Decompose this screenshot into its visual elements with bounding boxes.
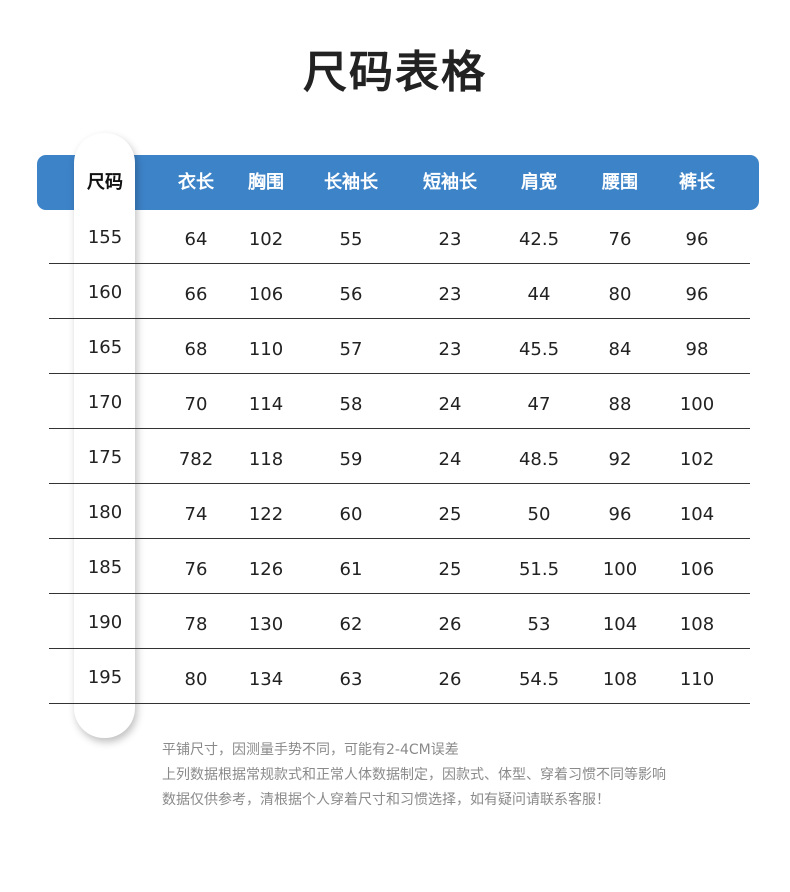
column-header: 衣长 bbox=[178, 172, 214, 193]
table-cell: 782 bbox=[178, 449, 214, 470]
table-cell: 88 bbox=[608, 394, 632, 415]
table-cell: 55 bbox=[339, 229, 363, 250]
row-divider bbox=[49, 703, 750, 704]
table-cell: 25 bbox=[438, 559, 462, 580]
table-cell: 26 bbox=[438, 669, 462, 690]
table-cell: 92 bbox=[608, 449, 632, 470]
note-line: 平铺尺寸，因测量手势不同，可能有2-4CM误差 bbox=[162, 742, 459, 758]
note-line: 上列数据根据常规款式和正常人体数据制定，因款式、体型、穿着习惯不同等影响 bbox=[162, 767, 666, 783]
table-cell: 74 bbox=[184, 504, 208, 525]
table-cell: 134 bbox=[248, 669, 284, 690]
table-cell: 106 bbox=[679, 559, 715, 580]
table-cell: 80 bbox=[184, 669, 208, 690]
size-cell: 170 bbox=[87, 392, 123, 413]
table-cell: 59 bbox=[339, 449, 363, 470]
table-cell: 63 bbox=[339, 669, 363, 690]
row-divider bbox=[49, 648, 750, 649]
row-divider bbox=[49, 318, 750, 319]
table-cell: 108 bbox=[679, 614, 715, 635]
note-line: 数据仅供参考，清根据个人穿着尺寸和习惯选择，如有疑问请联系客服！ bbox=[162, 792, 610, 808]
table-cell: 80 bbox=[608, 284, 632, 305]
table-cell: 98 bbox=[685, 339, 709, 360]
table-cell: 61 bbox=[339, 559, 363, 580]
table-cell: 76 bbox=[184, 559, 208, 580]
size-cell: 155 bbox=[87, 227, 123, 248]
table-cell: 60 bbox=[339, 504, 363, 525]
table-cell: 23 bbox=[438, 229, 462, 250]
table-cell: 51.5 bbox=[518, 559, 560, 580]
table-cell: 24 bbox=[438, 394, 462, 415]
table-cell: 47 bbox=[527, 394, 551, 415]
table-cell: 57 bbox=[339, 339, 363, 360]
table-cell: 66 bbox=[184, 284, 208, 305]
column-header: 裤长 bbox=[679, 172, 715, 193]
table-cell: 110 bbox=[248, 339, 284, 360]
table-cell: 50 bbox=[527, 504, 551, 525]
table-cell: 78 bbox=[184, 614, 208, 635]
table-cell: 130 bbox=[248, 614, 284, 635]
table-cell: 104 bbox=[602, 614, 638, 635]
table-cell: 96 bbox=[608, 504, 632, 525]
page-title: 尺码表格 bbox=[303, 47, 487, 98]
table-cell: 58 bbox=[339, 394, 363, 415]
table-cell: 118 bbox=[248, 449, 284, 470]
table-cell: 104 bbox=[679, 504, 715, 525]
size-cell: 175 bbox=[87, 447, 123, 468]
size-cell: 195 bbox=[87, 667, 123, 688]
column-header: 尺码 bbox=[87, 172, 123, 193]
table-cell: 106 bbox=[248, 284, 284, 305]
row-divider bbox=[49, 538, 750, 539]
table-cell: 53 bbox=[527, 614, 551, 635]
table-cell: 108 bbox=[602, 669, 638, 690]
row-divider bbox=[49, 373, 750, 374]
size-cell: 165 bbox=[87, 337, 123, 358]
column-header: 肩宽 bbox=[521, 172, 557, 193]
table-cell: 96 bbox=[685, 229, 709, 250]
table-cell: 102 bbox=[679, 449, 715, 470]
table-cell: 100 bbox=[679, 394, 715, 415]
table-cell: 110 bbox=[679, 669, 715, 690]
row-divider bbox=[49, 428, 750, 429]
table-cell: 76 bbox=[608, 229, 632, 250]
row-divider bbox=[49, 593, 750, 594]
table-cell: 126 bbox=[248, 559, 284, 580]
table-cell: 23 bbox=[438, 339, 462, 360]
table-cell: 100 bbox=[602, 559, 638, 580]
table-cell: 54.5 bbox=[518, 669, 560, 690]
table-cell: 56 bbox=[339, 284, 363, 305]
size-cell: 160 bbox=[87, 282, 123, 303]
column-header: 腰围 bbox=[602, 172, 638, 193]
size-cell: 185 bbox=[87, 557, 123, 578]
table-cell: 62 bbox=[339, 614, 363, 635]
table-cell: 102 bbox=[248, 229, 284, 250]
table-cell: 64 bbox=[184, 229, 208, 250]
column-header: 短袖长 bbox=[423, 172, 477, 193]
table-cell: 44 bbox=[527, 284, 551, 305]
size-column-highlight bbox=[74, 133, 135, 738]
table-cell: 84 bbox=[608, 339, 632, 360]
table-cell: 96 bbox=[685, 284, 709, 305]
row-divider bbox=[49, 483, 750, 484]
column-header: 长袖长 bbox=[324, 172, 378, 193]
table-cell: 25 bbox=[438, 504, 462, 525]
table-cell: 24 bbox=[438, 449, 462, 470]
size-cell: 190 bbox=[87, 612, 123, 633]
table-header-bar bbox=[37, 155, 759, 210]
table-cell: 23 bbox=[438, 284, 462, 305]
table-cell: 48.5 bbox=[518, 449, 560, 470]
table-cell: 68 bbox=[184, 339, 208, 360]
table-cell: 122 bbox=[248, 504, 284, 525]
table-cell: 70 bbox=[184, 394, 208, 415]
table-cell: 26 bbox=[438, 614, 462, 635]
row-divider bbox=[49, 263, 750, 264]
table-cell: 45.5 bbox=[518, 339, 560, 360]
table-cell: 114 bbox=[248, 394, 284, 415]
column-header: 胸围 bbox=[248, 172, 284, 193]
size-cell: 180 bbox=[87, 502, 123, 523]
table-cell: 42.5 bbox=[518, 229, 560, 250]
